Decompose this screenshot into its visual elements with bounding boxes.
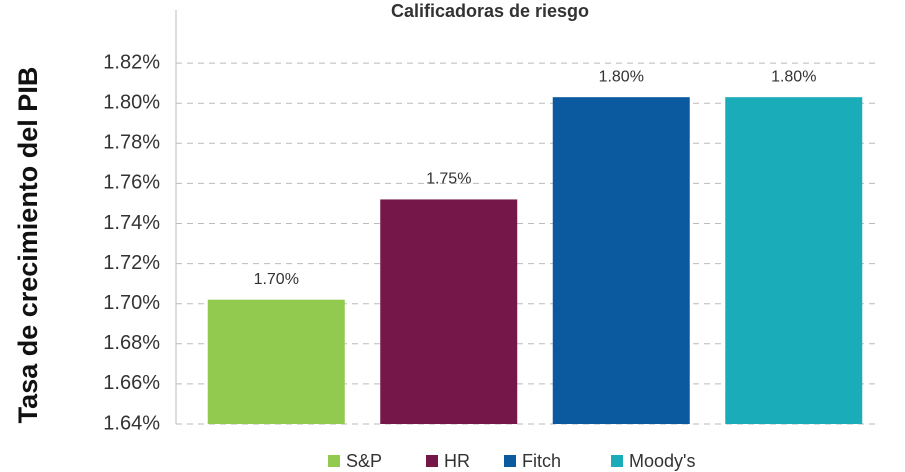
y-tick-label: 1.82% (103, 51, 160, 73)
bar (380, 199, 518, 424)
y-tick-label: 1.64% (103, 412, 160, 434)
data-label: 1.80% (771, 68, 816, 85)
y-tick-label: 1.68% (103, 332, 160, 354)
y-tick-label: 1.78% (103, 132, 160, 154)
legend-swatch (328, 455, 340, 467)
legend-label: S&P (346, 451, 382, 471)
data-label: 1.75% (426, 171, 471, 188)
bar (207, 299, 345, 424)
data-label: 1.70% (254, 271, 299, 288)
bar (552, 97, 690, 424)
y-tick-label: 1.70% (103, 292, 160, 314)
legend-label: HR (444, 451, 470, 471)
legend-swatch (504, 455, 516, 467)
legend-swatch (426, 455, 438, 467)
y-tick-label: 1.66% (103, 372, 160, 394)
bar (725, 97, 863, 424)
chart-title: Calificadoras de riesgo (391, 1, 589, 21)
y-tick-label: 1.76% (103, 172, 160, 194)
y-tick-label: 1.72% (103, 252, 160, 274)
y-axis-label: Tasa de crecimiento del PIB (13, 67, 43, 424)
data-label: 1.80% (599, 68, 644, 85)
y-tick-label: 1.80% (103, 91, 160, 113)
legend-label: Moody's (629, 451, 695, 471)
legend-swatch (611, 455, 623, 467)
y-tick-label: 1.74% (103, 212, 160, 234)
legend-label: Fitch (522, 451, 561, 471)
